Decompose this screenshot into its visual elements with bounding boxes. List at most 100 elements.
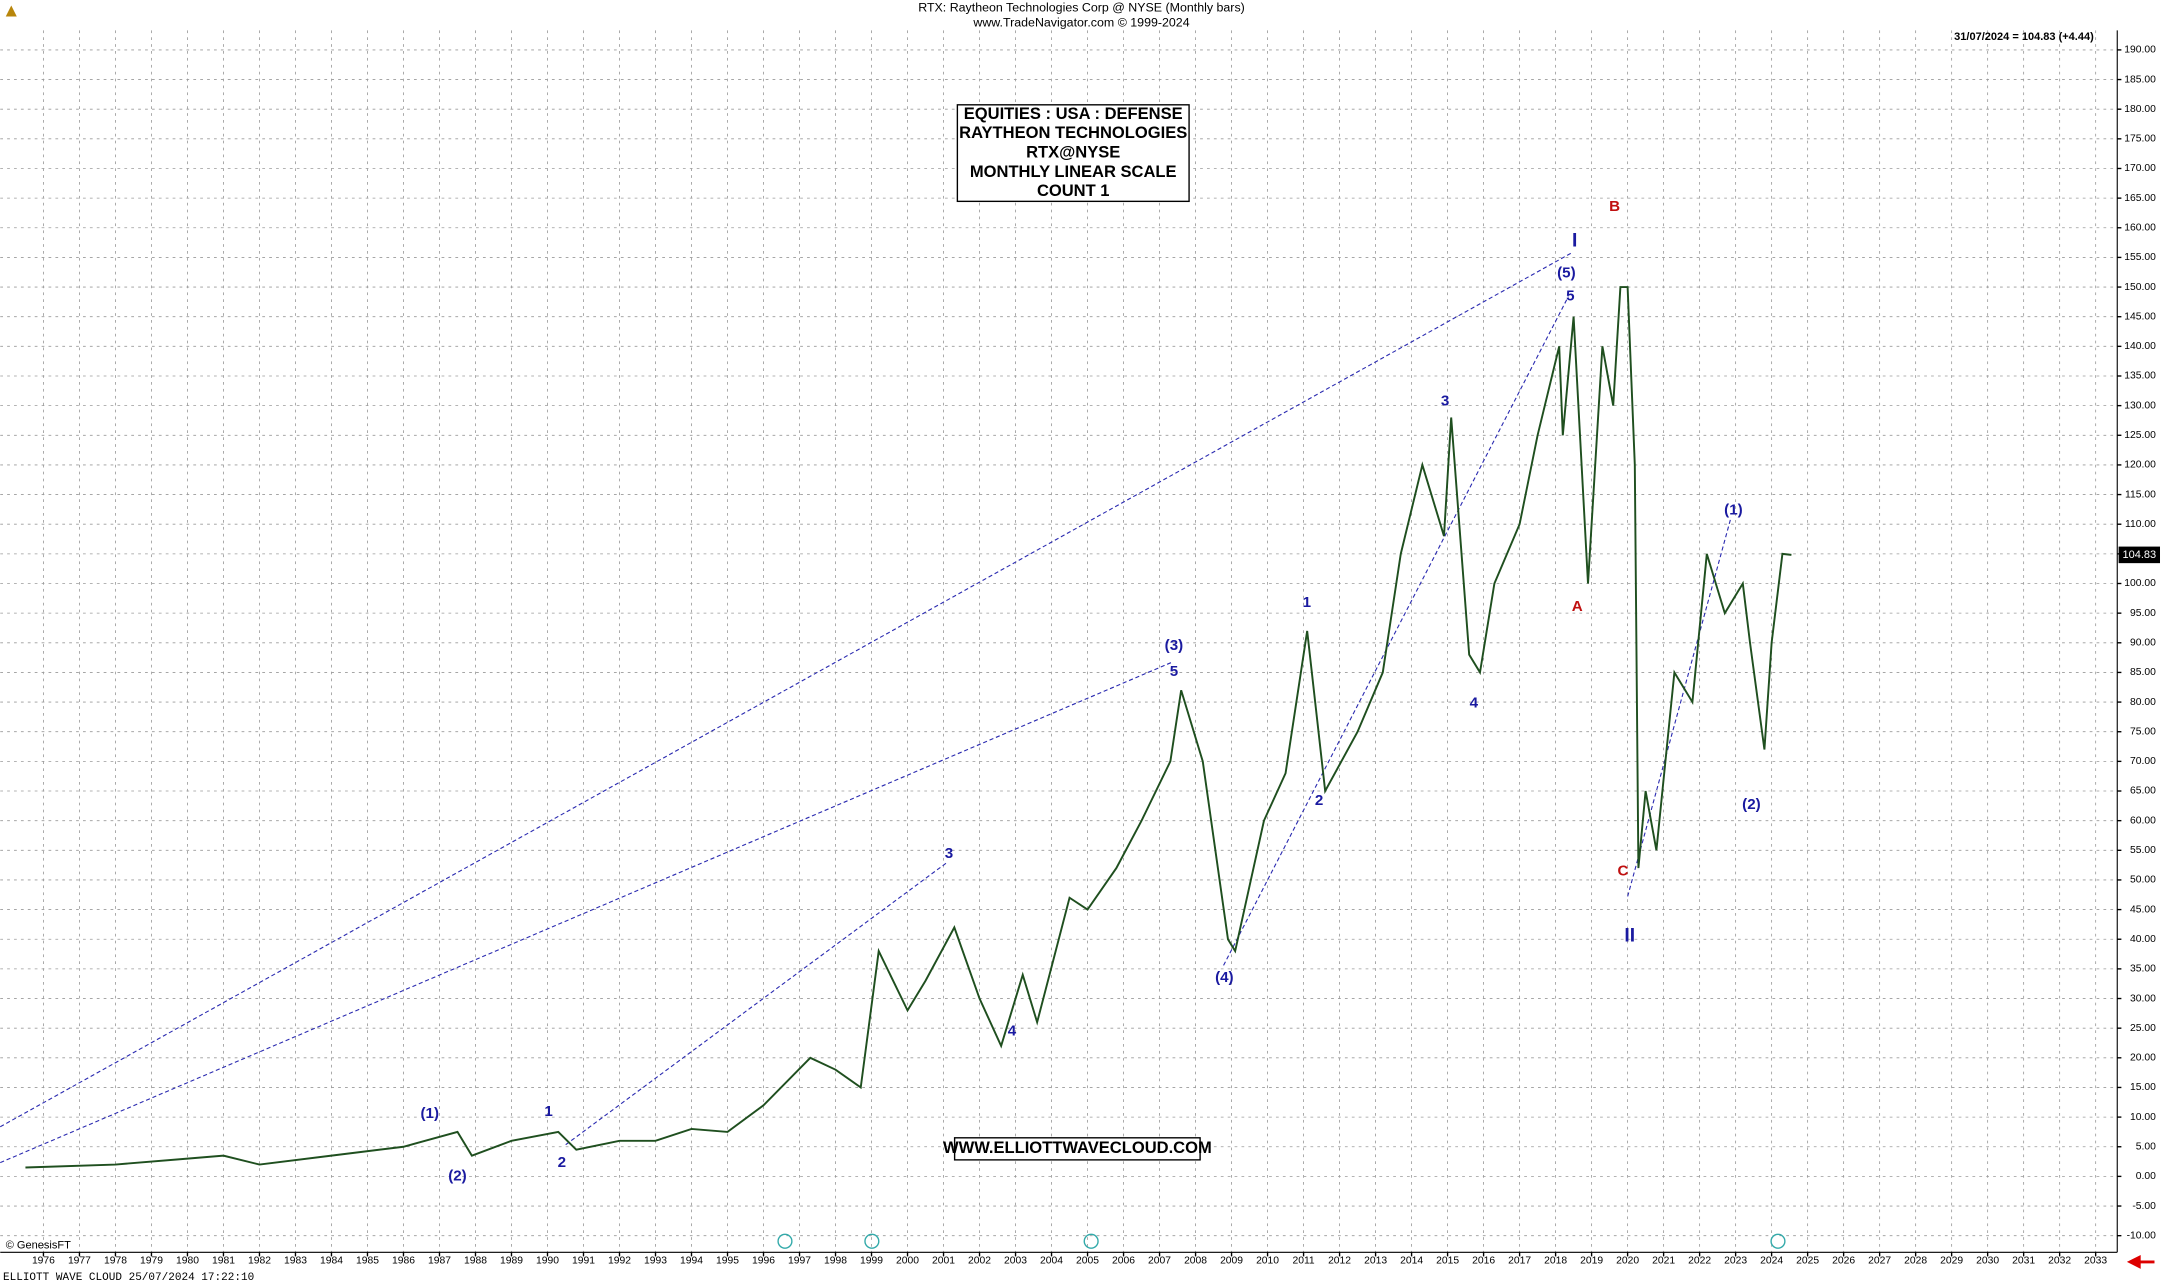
last-quote: 31/07/2024 = 104.83 (+4.44)	[1954, 31, 2094, 43]
x-tick-label: 1999	[860, 1255, 883, 1266]
x-tick-label: 2021	[1652, 1255, 1675, 1266]
x-tick-label: 1996	[752, 1255, 775, 1266]
x-tick-label: 2032	[2048, 1255, 2071, 1266]
wave-label: (2)	[1742, 796, 1761, 813]
y-tick-label: 25.00	[2130, 1023, 2156, 1034]
price-line	[25, 286, 1792, 1169]
wave-label: (1)	[1724, 502, 1743, 519]
y-tick-label: 40.00	[2130, 934, 2156, 945]
app-icon	[5, 5, 17, 17]
y-tick-label: 160.00	[2124, 223, 2156, 234]
x-tick-label: 2017	[1508, 1255, 1531, 1266]
info-line: MONTHLY LINEAR SCALE	[970, 162, 1177, 181]
last-value-label: 104.83	[2122, 549, 2156, 561]
trend-line	[1627, 517, 1732, 897]
x-tick-label: 2001	[932, 1255, 955, 1266]
x-tick-label: 1997	[788, 1255, 811, 1266]
x-tick-label: 2022	[1688, 1255, 1711, 1266]
x-tick-label: 1993	[644, 1255, 667, 1266]
x-tick-label: 2025	[1796, 1255, 1819, 1266]
x-tick-label: 1995	[716, 1255, 739, 1266]
x-tick-label: 2003	[1004, 1255, 1027, 1266]
scroll-arrow[interactable]	[2126, 1255, 2155, 1269]
y-tick-label: 5.00	[2136, 1141, 2156, 1152]
info-line: RAYTHEON TECHNOLOGIES	[959, 123, 1187, 142]
footer: ELLIOTT WAVE CLOUD 25/07/2024 17:22:10	[3, 1272, 254, 1284]
y-tick-label: 190.00	[2124, 45, 2156, 56]
event-icon	[1770, 1233, 1786, 1249]
x-tick-label: 1998	[824, 1255, 847, 1266]
copyright: © GenesisFT	[6, 1239, 71, 1251]
x-tick-label: 2026	[1832, 1255, 1855, 1266]
x-tick-label: 2023	[1724, 1255, 1747, 1266]
y-tick-label: 15.00	[2130, 1082, 2156, 1093]
x-tick-label: 2029	[1940, 1255, 1963, 1266]
wave-label: 3	[1441, 392, 1449, 409]
x-tick-label: 2012	[1328, 1255, 1351, 1266]
wave-label: (3)	[1165, 637, 1184, 654]
y-tick-label: 150.00	[2124, 282, 2156, 293]
x-tick-label: 2031	[2012, 1255, 2035, 1266]
info-line: RTX@NYSE	[1026, 142, 1120, 161]
website: WWW.ELLIOTTWAVECLOUD.COM	[943, 1138, 1212, 1157]
y-tick-label: -5.00	[2132, 1201, 2156, 1212]
grid	[0, 30, 2118, 1253]
y-tick-label: 35.00	[2130, 964, 2156, 975]
wave-label: 2	[558, 1154, 566, 1171]
trend-line	[1223, 296, 1569, 966]
y-tick-label: 125.00	[2124, 430, 2156, 441]
y-tick-label: 50.00	[2130, 875, 2156, 886]
wave-label: 4	[1470, 694, 1479, 711]
y-tick-label: 130.00	[2124, 400, 2156, 411]
x-tick-label: 1989	[500, 1255, 523, 1266]
y-tick-label: -10.00	[2127, 1230, 2157, 1241]
wave-label: 5	[1566, 288, 1574, 305]
y-tick-label: 120.00	[2124, 460, 2156, 471]
event-icon	[1083, 1233, 1099, 1249]
y-tick-label: 110.00	[2125, 519, 2156, 530]
info-line: EQUITIES : USA : DEFENSE	[964, 104, 1183, 123]
y-tick-label: 175.00	[2124, 134, 2156, 145]
y-tick-label: 0.00	[2136, 1171, 2156, 1182]
trend-line	[0, 251, 1573, 1128]
x-tick-label: 2016	[1472, 1255, 1495, 1266]
y-tick-label: 185.00	[2124, 74, 2156, 85]
y-tick-label: 60.00	[2130, 815, 2156, 826]
y-tick-label: 10.00	[2130, 1112, 2156, 1123]
x-tick-label: 2004	[1040, 1255, 1063, 1266]
wave-label: 5	[1170, 663, 1178, 680]
last-value-box	[2118, 546, 2161, 564]
wave-label: (4)	[1215, 969, 1234, 986]
wave-label: 1	[1303, 594, 1311, 611]
x-tick-label: 2009	[1220, 1255, 1243, 1266]
x-tick-label: 1987	[428, 1255, 451, 1266]
x-tick-label: 2000	[896, 1255, 919, 1266]
chart-subtitle: www.TradeNavigator.com © 1999-2024	[972, 16, 1189, 30]
x-tick-label: 2027	[1868, 1255, 1891, 1266]
x-tick-label: 2024	[1760, 1255, 1783, 1266]
wave-label: (2)	[448, 1167, 467, 1184]
x-tick-label: 1985	[356, 1255, 379, 1266]
y-tick-label: 20.00	[2130, 1053, 2156, 1064]
x-tick-label: 1978	[104, 1255, 127, 1266]
y-tick-label: 85.00	[2130, 667, 2156, 678]
event-icon	[864, 1233, 880, 1249]
x-tick-label: 1980	[176, 1255, 199, 1266]
x-tick-label: 2015	[1436, 1255, 1459, 1266]
x-tick-label: 1984	[320, 1255, 343, 1266]
trend-line	[565, 861, 949, 1146]
y-tick-label: 70.00	[2130, 756, 2156, 767]
y-tick-label: 80.00	[2130, 697, 2156, 708]
info-line: COUNT 1	[1037, 181, 1110, 200]
x-tick-label: 2008	[1184, 1255, 1207, 1266]
x-tick-label: 2028	[1904, 1255, 1927, 1266]
x-tick-label: 2020	[1616, 1255, 1639, 1266]
y-tick-label: 165.00	[2124, 193, 2156, 204]
y-tick-label: 155.00	[2124, 252, 2156, 263]
y-tick-label: 180.00	[2124, 104, 2156, 115]
x-tick-label: 1990	[536, 1255, 559, 1266]
y-tick-label: 55.00	[2130, 845, 2156, 856]
wave-label: 3	[945, 845, 953, 862]
wave-label: 4	[1008, 1023, 1017, 1040]
